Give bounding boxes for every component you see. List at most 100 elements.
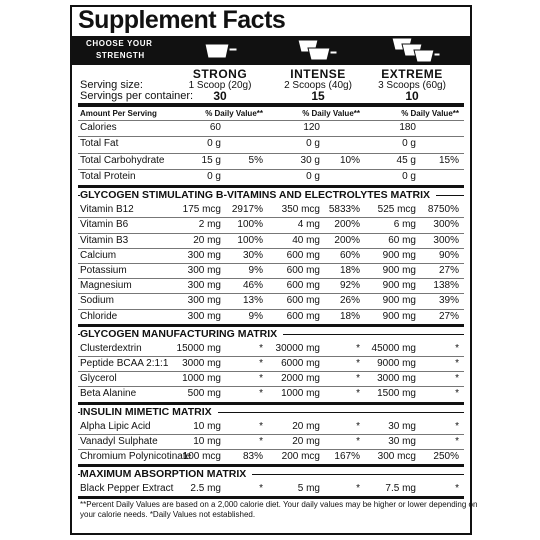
title-line xyxy=(78,411,464,413)
amount: 15000 mg xyxy=(176,342,221,354)
row-name: Calcium xyxy=(80,249,117,261)
border xyxy=(70,5,472,535)
row-name: Chloride xyxy=(80,310,118,322)
daily-value: 167% xyxy=(334,451,360,462)
scoop-icons xyxy=(204,37,441,63)
serving-label: Servings per container: xyxy=(80,90,194,102)
daily-value: 8750% xyxy=(427,204,459,216)
servings: 30 xyxy=(213,89,227,103)
daily-value: 27% xyxy=(438,310,459,322)
daily-value: 30% xyxy=(242,249,263,261)
row-line xyxy=(78,433,464,435)
amount: 900 mg xyxy=(382,249,416,261)
daily-value: 83% xyxy=(242,451,263,462)
row-name: Vitamin B6 xyxy=(80,219,129,231)
row-line xyxy=(78,247,464,249)
row-line xyxy=(78,371,464,373)
amount: 600 mg xyxy=(286,310,320,322)
amount: 3000 mg xyxy=(182,358,221,369)
amount: 45000 mg xyxy=(371,342,416,354)
daily-value: * xyxy=(259,358,263,369)
section-title: GLYCOGEN MANUFACTURING MATRIX xyxy=(80,326,284,341)
rule xyxy=(78,185,464,189)
amount: 2000 mg xyxy=(281,373,320,385)
amount: 0 g xyxy=(402,138,416,150)
amount: 2.5 mg xyxy=(190,483,221,495)
amount: 9000 mg xyxy=(377,358,416,369)
daily-value: 46% xyxy=(242,280,263,292)
daily-value: * xyxy=(356,388,360,400)
daily-value: 250% xyxy=(433,451,459,462)
dv-header: % Daily Value** xyxy=(401,109,459,118)
amount: 500 mg xyxy=(187,388,221,400)
row-line xyxy=(78,386,464,388)
amount: 15 g xyxy=(201,154,221,166)
amount: 900 mg xyxy=(382,265,416,276)
row-line xyxy=(78,449,464,450)
daily-value: * xyxy=(259,483,263,495)
footnote: **Percent Daily Values are based on a 2,… xyxy=(80,500,478,510)
daily-value: 200% xyxy=(334,219,360,231)
row-line xyxy=(78,136,464,138)
daily-value: 5% xyxy=(248,154,263,166)
amount: 2 mg xyxy=(198,219,221,231)
daily-value: 300% xyxy=(433,234,459,246)
daily-value: * xyxy=(455,388,459,400)
strength-name: INTENSE xyxy=(290,67,346,81)
daily-value: 9% xyxy=(248,310,263,322)
amount: 1000 mg xyxy=(182,373,221,385)
amount: 300 mg xyxy=(187,295,221,307)
title: Supplement Facts xyxy=(78,6,286,34)
daily-value: * xyxy=(455,483,459,495)
row-line xyxy=(78,308,464,310)
amount: 10 mg xyxy=(193,435,221,447)
row-name: Beta Alanine xyxy=(80,388,137,400)
amount: 900 mg xyxy=(382,280,416,292)
rule xyxy=(78,496,464,500)
row-name: Black Pepper Extract xyxy=(80,483,174,495)
amount: 6 mg xyxy=(393,219,416,231)
amount: 300 mg xyxy=(187,249,221,261)
amount: 300 mg xyxy=(187,265,221,276)
amount: 0 g xyxy=(207,170,221,182)
row-name: Sodium xyxy=(80,295,114,307)
row-line xyxy=(78,356,464,357)
footnote: your calorie needs. *Daily Values not es… xyxy=(80,510,256,520)
daily-value: * xyxy=(356,483,360,495)
serving-size: 3 Scoops (60g) xyxy=(378,80,446,91)
amount: 7.5 mg xyxy=(385,483,416,495)
amount: 60 xyxy=(209,122,221,133)
amount: 6000 mg xyxy=(281,358,320,369)
amount: 200 mcg xyxy=(281,451,320,462)
daily-value: 10% xyxy=(339,154,360,166)
daily-value: 26% xyxy=(339,295,360,307)
amount: 45 g xyxy=(396,154,416,166)
row-line xyxy=(78,152,464,154)
amount: 40 mg xyxy=(292,234,320,246)
amount: 300 mg xyxy=(187,280,221,292)
amount: 175 mcg xyxy=(182,204,221,216)
amount: 20 mg xyxy=(193,234,221,246)
daily-value: * xyxy=(455,342,459,354)
rule xyxy=(78,323,464,327)
amount: 3000 mg xyxy=(377,373,416,385)
amount: 600 mg xyxy=(286,249,320,261)
daily-value: 300% xyxy=(433,219,459,231)
section-title: GLYCOGEN STIMULATING B-VITAMINS AND ELEC… xyxy=(80,188,437,203)
strength-name: STRONG xyxy=(192,67,248,81)
row-name: Total Carbohydrate xyxy=(80,154,165,166)
amount: 10 mg xyxy=(193,420,221,432)
row-name: Peptide BCAA 2:1:1 xyxy=(80,358,169,369)
choose-line: STRENGTH xyxy=(96,51,145,60)
daily-value: 39% xyxy=(438,295,459,307)
daily-value: * xyxy=(356,435,360,447)
row-name: Total Protein xyxy=(80,170,136,182)
daily-value: 90% xyxy=(438,249,459,261)
rule xyxy=(78,103,464,107)
row-line xyxy=(78,232,464,234)
amount-header: Amount Per Serving xyxy=(80,109,157,118)
amount: 20 mg xyxy=(292,420,320,432)
title-line xyxy=(78,474,464,476)
amount: 60 mg xyxy=(388,234,416,246)
